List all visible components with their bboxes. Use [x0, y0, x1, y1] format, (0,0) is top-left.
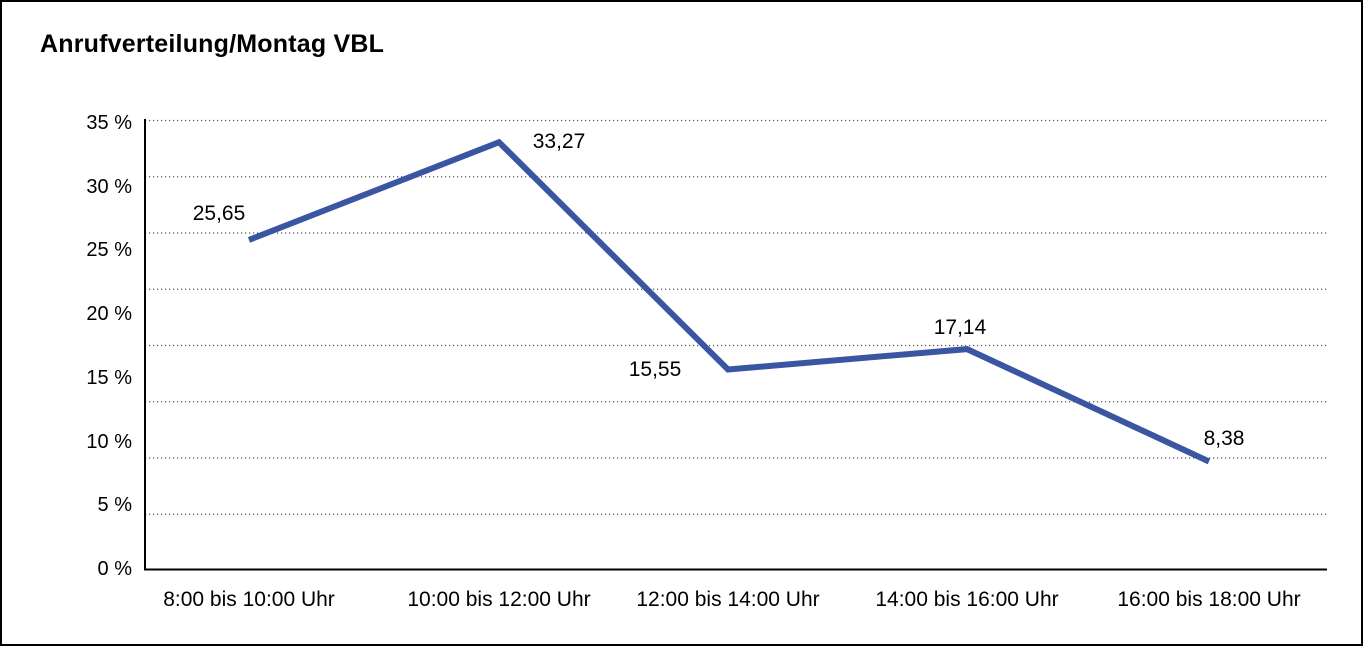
x-category-label: 16:00 bis 18:00 Uhr: [1117, 588, 1301, 611]
value-label: 33,27: [532, 130, 586, 153]
y-tick-label: 10 %: [86, 430, 132, 453]
y-tick-label: 25 %: [86, 239, 132, 262]
y-tick-label: 5 %: [97, 494, 132, 517]
y-tick-label: 0 %: [97, 558, 132, 580]
x-category-label: 14:00 bis 16:00 Uhr: [875, 588, 1059, 611]
y-tick-label: 35 %: [86, 112, 132, 134]
x-category-label: 8:00 bis 10:00 Uhr: [163, 588, 335, 611]
value-label: 8,38: [1203, 427, 1245, 450]
value-label: 25,65: [192, 202, 246, 225]
data-series-line: [247, 138, 1211, 465]
x-category-label: 12:00 bis 14:00 Uhr: [636, 588, 820, 611]
x-category-label: 10:00 bis 12:00 Uhr: [407, 588, 591, 611]
value-label: 17,14: [933, 316, 987, 339]
y-tick-label: 20 %: [86, 303, 132, 326]
y-tick-label: 15 %: [86, 366, 132, 389]
y-tick-label: 30 %: [86, 175, 132, 198]
chart-title: Anrufverteilung/Montag VBL: [40, 30, 385, 58]
value-label: 15,55: [628, 358, 682, 381]
